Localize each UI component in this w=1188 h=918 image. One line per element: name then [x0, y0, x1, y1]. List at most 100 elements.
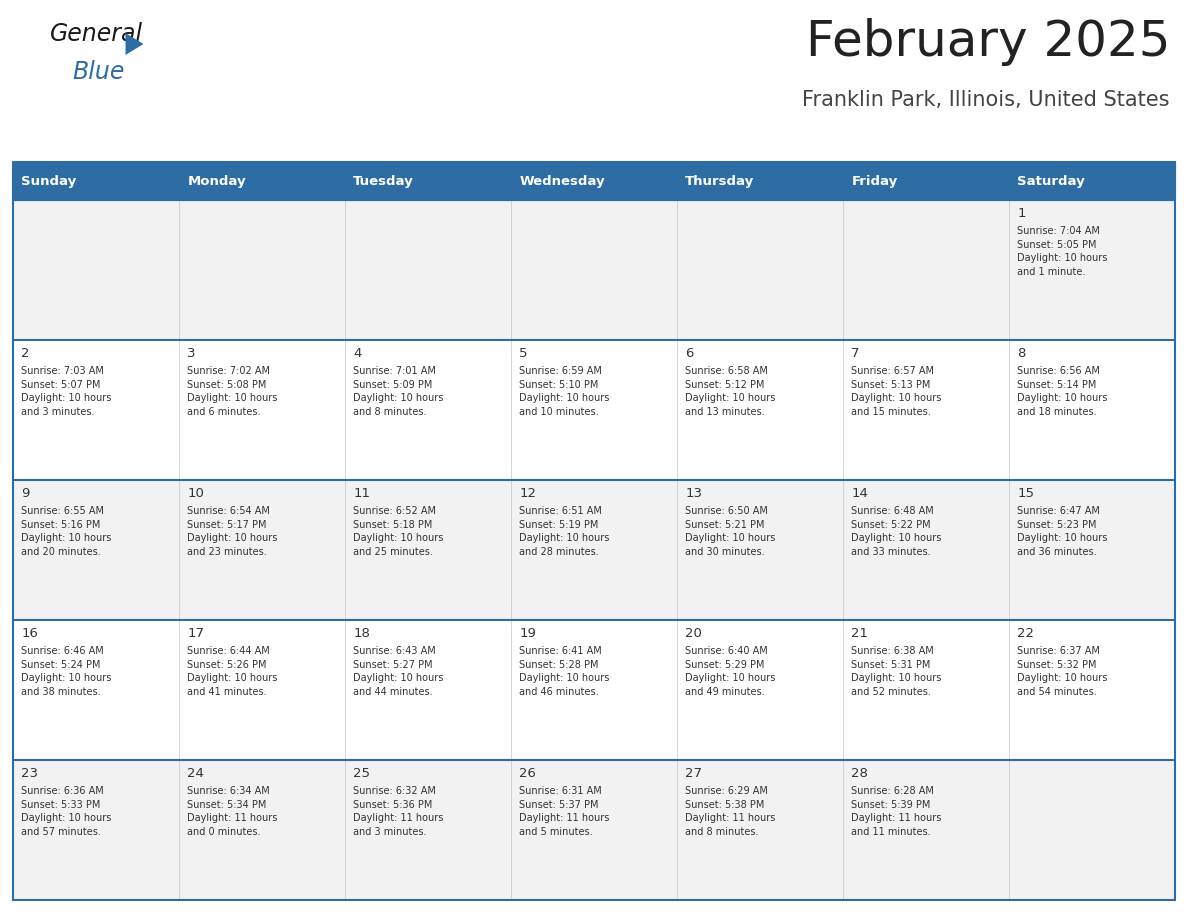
Bar — [843, 480, 1009, 620]
Bar — [345, 162, 511, 200]
Bar — [843, 340, 1009, 480]
Text: 26: 26 — [519, 767, 536, 780]
Text: Blue: Blue — [72, 60, 125, 84]
Text: February 2025: February 2025 — [805, 18, 1170, 66]
Text: Sunrise: 6:47 AM
Sunset: 5:23 PM
Daylight: 10 hours
and 36 minutes.: Sunrise: 6:47 AM Sunset: 5:23 PM Dayligh… — [1017, 506, 1107, 557]
Text: 16: 16 — [21, 627, 38, 640]
Text: Sunday: Sunday — [21, 174, 76, 187]
Text: 2: 2 — [21, 347, 30, 360]
Bar — [179, 760, 345, 900]
Text: 21: 21 — [852, 627, 868, 640]
Text: Sunrise: 6:46 AM
Sunset: 5:24 PM
Daylight: 10 hours
and 38 minutes.: Sunrise: 6:46 AM Sunset: 5:24 PM Dayligh… — [21, 646, 112, 697]
Bar — [13, 620, 179, 760]
Text: Sunrise: 6:57 AM
Sunset: 5:13 PM
Daylight: 10 hours
and 15 minutes.: Sunrise: 6:57 AM Sunset: 5:13 PM Dayligh… — [852, 366, 942, 417]
Bar — [677, 162, 843, 200]
Text: 3: 3 — [188, 347, 196, 360]
Bar — [1009, 480, 1175, 620]
Text: Sunrise: 6:52 AM
Sunset: 5:18 PM
Daylight: 10 hours
and 25 minutes.: Sunrise: 6:52 AM Sunset: 5:18 PM Dayligh… — [353, 506, 443, 557]
Text: Sunrise: 6:29 AM
Sunset: 5:38 PM
Daylight: 11 hours
and 8 minutes.: Sunrise: 6:29 AM Sunset: 5:38 PM Dayligh… — [685, 786, 776, 837]
Text: Sunrise: 6:59 AM
Sunset: 5:10 PM
Daylight: 10 hours
and 10 minutes.: Sunrise: 6:59 AM Sunset: 5:10 PM Dayligh… — [519, 366, 609, 417]
Text: Sunrise: 6:32 AM
Sunset: 5:36 PM
Daylight: 11 hours
and 3 minutes.: Sunrise: 6:32 AM Sunset: 5:36 PM Dayligh… — [353, 786, 443, 837]
Text: Sunrise: 6:34 AM
Sunset: 5:34 PM
Daylight: 11 hours
and 0 minutes.: Sunrise: 6:34 AM Sunset: 5:34 PM Dayligh… — [188, 786, 278, 837]
Text: Sunrise: 6:48 AM
Sunset: 5:22 PM
Daylight: 10 hours
and 33 minutes.: Sunrise: 6:48 AM Sunset: 5:22 PM Dayligh… — [852, 506, 942, 557]
Text: Sunrise: 7:02 AM
Sunset: 5:08 PM
Daylight: 10 hours
and 6 minutes.: Sunrise: 7:02 AM Sunset: 5:08 PM Dayligh… — [188, 366, 278, 417]
Text: 15: 15 — [1017, 487, 1035, 500]
Bar — [13, 760, 179, 900]
Bar — [179, 162, 345, 200]
Text: 8: 8 — [1017, 347, 1025, 360]
Text: Sunrise: 6:43 AM
Sunset: 5:27 PM
Daylight: 10 hours
and 44 minutes.: Sunrise: 6:43 AM Sunset: 5:27 PM Dayligh… — [353, 646, 443, 697]
Bar — [677, 200, 843, 340]
Text: Sunrise: 6:58 AM
Sunset: 5:12 PM
Daylight: 10 hours
and 13 minutes.: Sunrise: 6:58 AM Sunset: 5:12 PM Dayligh… — [685, 366, 776, 417]
Text: Sunrise: 6:31 AM
Sunset: 5:37 PM
Daylight: 11 hours
and 5 minutes.: Sunrise: 6:31 AM Sunset: 5:37 PM Dayligh… — [519, 786, 609, 837]
Bar — [511, 760, 677, 900]
Bar — [13, 162, 179, 200]
Text: 4: 4 — [353, 347, 361, 360]
Bar — [345, 760, 511, 900]
Text: 24: 24 — [188, 767, 204, 780]
Text: Sunrise: 6:44 AM
Sunset: 5:26 PM
Daylight: 10 hours
and 41 minutes.: Sunrise: 6:44 AM Sunset: 5:26 PM Dayligh… — [188, 646, 278, 697]
Text: 23: 23 — [21, 767, 38, 780]
Text: 22: 22 — [1017, 627, 1035, 640]
Text: 19: 19 — [519, 627, 536, 640]
Bar — [511, 480, 677, 620]
Bar — [1009, 200, 1175, 340]
Bar — [843, 162, 1009, 200]
Bar — [179, 200, 345, 340]
Text: 6: 6 — [685, 347, 694, 360]
Bar — [13, 200, 179, 340]
Polygon shape — [126, 33, 144, 55]
Bar — [511, 162, 677, 200]
Text: Monday: Monday — [188, 174, 246, 187]
Text: 13: 13 — [685, 487, 702, 500]
Text: 28: 28 — [852, 767, 868, 780]
Bar — [843, 620, 1009, 760]
Text: 27: 27 — [685, 767, 702, 780]
Bar — [345, 620, 511, 760]
Bar — [345, 200, 511, 340]
Bar — [843, 200, 1009, 340]
Bar — [345, 480, 511, 620]
Bar — [677, 480, 843, 620]
Text: 7: 7 — [852, 347, 860, 360]
Bar — [13, 340, 179, 480]
Text: Sunrise: 7:04 AM
Sunset: 5:05 PM
Daylight: 10 hours
and 1 minute.: Sunrise: 7:04 AM Sunset: 5:05 PM Dayligh… — [1017, 226, 1107, 277]
Bar — [179, 340, 345, 480]
Text: Sunrise: 7:03 AM
Sunset: 5:07 PM
Daylight: 10 hours
and 3 minutes.: Sunrise: 7:03 AM Sunset: 5:07 PM Dayligh… — [21, 366, 112, 417]
Bar — [1009, 162, 1175, 200]
Bar — [511, 340, 677, 480]
Text: Sunrise: 6:54 AM
Sunset: 5:17 PM
Daylight: 10 hours
and 23 minutes.: Sunrise: 6:54 AM Sunset: 5:17 PM Dayligh… — [188, 506, 278, 557]
Text: 20: 20 — [685, 627, 702, 640]
Text: Tuesday: Tuesday — [353, 174, 415, 187]
Bar — [677, 620, 843, 760]
Text: General: General — [50, 22, 143, 46]
Text: Saturday: Saturday — [1017, 174, 1085, 187]
Text: Wednesday: Wednesday — [519, 174, 605, 187]
Text: Sunrise: 6:28 AM
Sunset: 5:39 PM
Daylight: 11 hours
and 11 minutes.: Sunrise: 6:28 AM Sunset: 5:39 PM Dayligh… — [852, 786, 942, 837]
Bar — [1009, 620, 1175, 760]
Text: Sunrise: 6:40 AM
Sunset: 5:29 PM
Daylight: 10 hours
and 49 minutes.: Sunrise: 6:40 AM Sunset: 5:29 PM Dayligh… — [685, 646, 776, 697]
Bar — [677, 340, 843, 480]
Text: Sunrise: 6:37 AM
Sunset: 5:32 PM
Daylight: 10 hours
and 54 minutes.: Sunrise: 6:37 AM Sunset: 5:32 PM Dayligh… — [1017, 646, 1107, 697]
Text: Sunrise: 6:51 AM
Sunset: 5:19 PM
Daylight: 10 hours
and 28 minutes.: Sunrise: 6:51 AM Sunset: 5:19 PM Dayligh… — [519, 506, 609, 557]
Text: 12: 12 — [519, 487, 536, 500]
Text: Thursday: Thursday — [685, 174, 754, 187]
Text: Sunrise: 6:36 AM
Sunset: 5:33 PM
Daylight: 10 hours
and 57 minutes.: Sunrise: 6:36 AM Sunset: 5:33 PM Dayligh… — [21, 786, 112, 837]
Text: 18: 18 — [353, 627, 371, 640]
Text: 5: 5 — [519, 347, 527, 360]
Bar — [345, 340, 511, 480]
Text: 17: 17 — [188, 627, 204, 640]
Text: Sunrise: 7:01 AM
Sunset: 5:09 PM
Daylight: 10 hours
and 8 minutes.: Sunrise: 7:01 AM Sunset: 5:09 PM Dayligh… — [353, 366, 443, 417]
Bar — [13, 162, 1175, 900]
Text: 1: 1 — [1017, 207, 1025, 220]
Text: Sunrise: 6:50 AM
Sunset: 5:21 PM
Daylight: 10 hours
and 30 minutes.: Sunrise: 6:50 AM Sunset: 5:21 PM Dayligh… — [685, 506, 776, 557]
Text: 10: 10 — [188, 487, 204, 500]
Text: Sunrise: 6:38 AM
Sunset: 5:31 PM
Daylight: 10 hours
and 52 minutes.: Sunrise: 6:38 AM Sunset: 5:31 PM Dayligh… — [852, 646, 942, 697]
Text: Friday: Friday — [852, 174, 898, 187]
Bar — [843, 760, 1009, 900]
Text: Sunrise: 6:55 AM
Sunset: 5:16 PM
Daylight: 10 hours
and 20 minutes.: Sunrise: 6:55 AM Sunset: 5:16 PM Dayligh… — [21, 506, 112, 557]
Text: Sunrise: 6:41 AM
Sunset: 5:28 PM
Daylight: 10 hours
and 46 minutes.: Sunrise: 6:41 AM Sunset: 5:28 PM Dayligh… — [519, 646, 609, 697]
Bar — [13, 480, 179, 620]
Bar — [677, 760, 843, 900]
Bar — [511, 200, 677, 340]
